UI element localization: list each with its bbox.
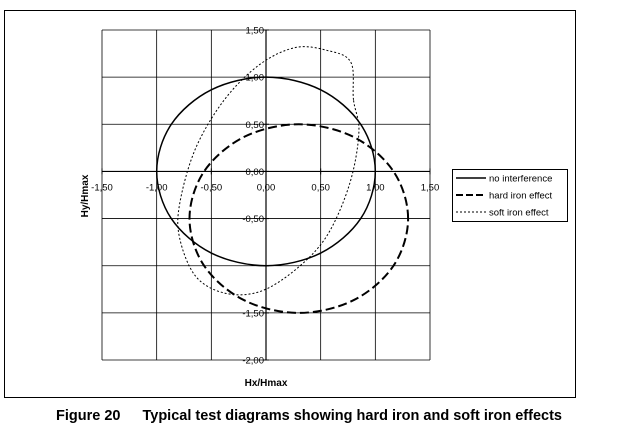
figure-caption-text: Typical test diagrams showing hard iron … [142,408,562,424]
series-group [155,46,410,314]
y-tick-label: -1,50 [242,308,264,319]
y-tick-label: 1,00 [246,73,265,84]
x-tick-label: 1,00 [366,182,385,193]
figure-caption: Figure 20 Typical test diagrams showing h… [0,408,618,424]
legend-label-no-interference: no interference [489,174,552,185]
y-tick-label: 1,50 [246,26,265,37]
y-axis-title: Hy/Hmax [80,174,91,217]
series-line-hard-iron-effect [188,123,410,314]
y-tick-labels: -2,00 -1,50 -0,50 0,00 0,50 1,00 1,50 [242,26,264,367]
x-tick-label: 1,50 [421,182,440,193]
series-line-no-interference [155,76,377,267]
legend: no interference hard iron effect soft iron… [452,169,568,222]
x-tick-label: 0,50 [311,182,330,193]
x-tick-label: 0,00 [257,182,276,193]
x-tick-label: -1,50 [91,182,113,193]
legend-label-hard-iron-effect: hard iron effect [489,191,553,202]
figure-number: Figure 20 [56,408,121,424]
x-tick-label: -1,00 [146,182,168,193]
y-tick-label: -2,00 [242,356,264,367]
x-tick-label: -0,50 [201,182,223,193]
x-axis-title: Hx/Hmax [245,378,288,389]
y-tick-label: -0,50 [242,214,264,225]
x-tick-labels: -1,50 -1,00 -0,50 0,00 0,50 1,00 1,50 [91,182,439,193]
y-tick-label: 0,50 [246,120,265,131]
legend-label-soft-iron-effect: soft iron effect [489,208,549,219]
y-tick-label: 0,00 [246,167,265,178]
